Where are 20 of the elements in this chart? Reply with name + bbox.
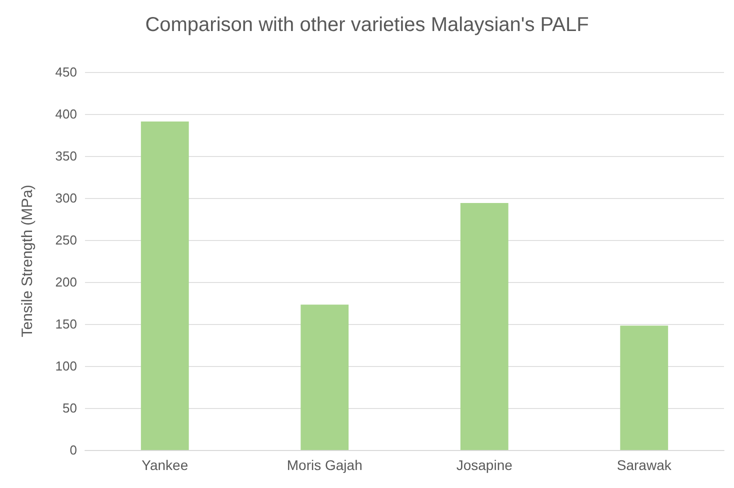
y-axis-title: Tensile Strength (MPa) [19,184,36,338]
y-tick-label: 350 [55,148,77,164]
bar [620,326,668,450]
y-tick-label: 300 [55,190,77,206]
y-tick-label: 150 [55,316,77,332]
x-tick-label: Yankee [142,457,188,473]
y-tick-label: 100 [55,358,77,374]
bar [460,203,508,450]
x-tick-label: Josapine [456,457,513,473]
x-tick-label: Sarawak [616,457,672,473]
y-tick-label: 400 [55,106,77,122]
y-tick-label: 250 [55,232,77,248]
bar [140,122,189,450]
y-tick-label: 450 [55,64,77,80]
chart-title: Comparison with other varieties Malaysian's PALF [145,14,589,36]
x-tick-label: Moris Gajah [286,457,362,473]
bar [300,304,349,450]
y-tick-label: 50 [62,400,77,416]
y-tick-label: 200 [55,274,77,290]
y-tick-label: 0 [70,442,77,458]
